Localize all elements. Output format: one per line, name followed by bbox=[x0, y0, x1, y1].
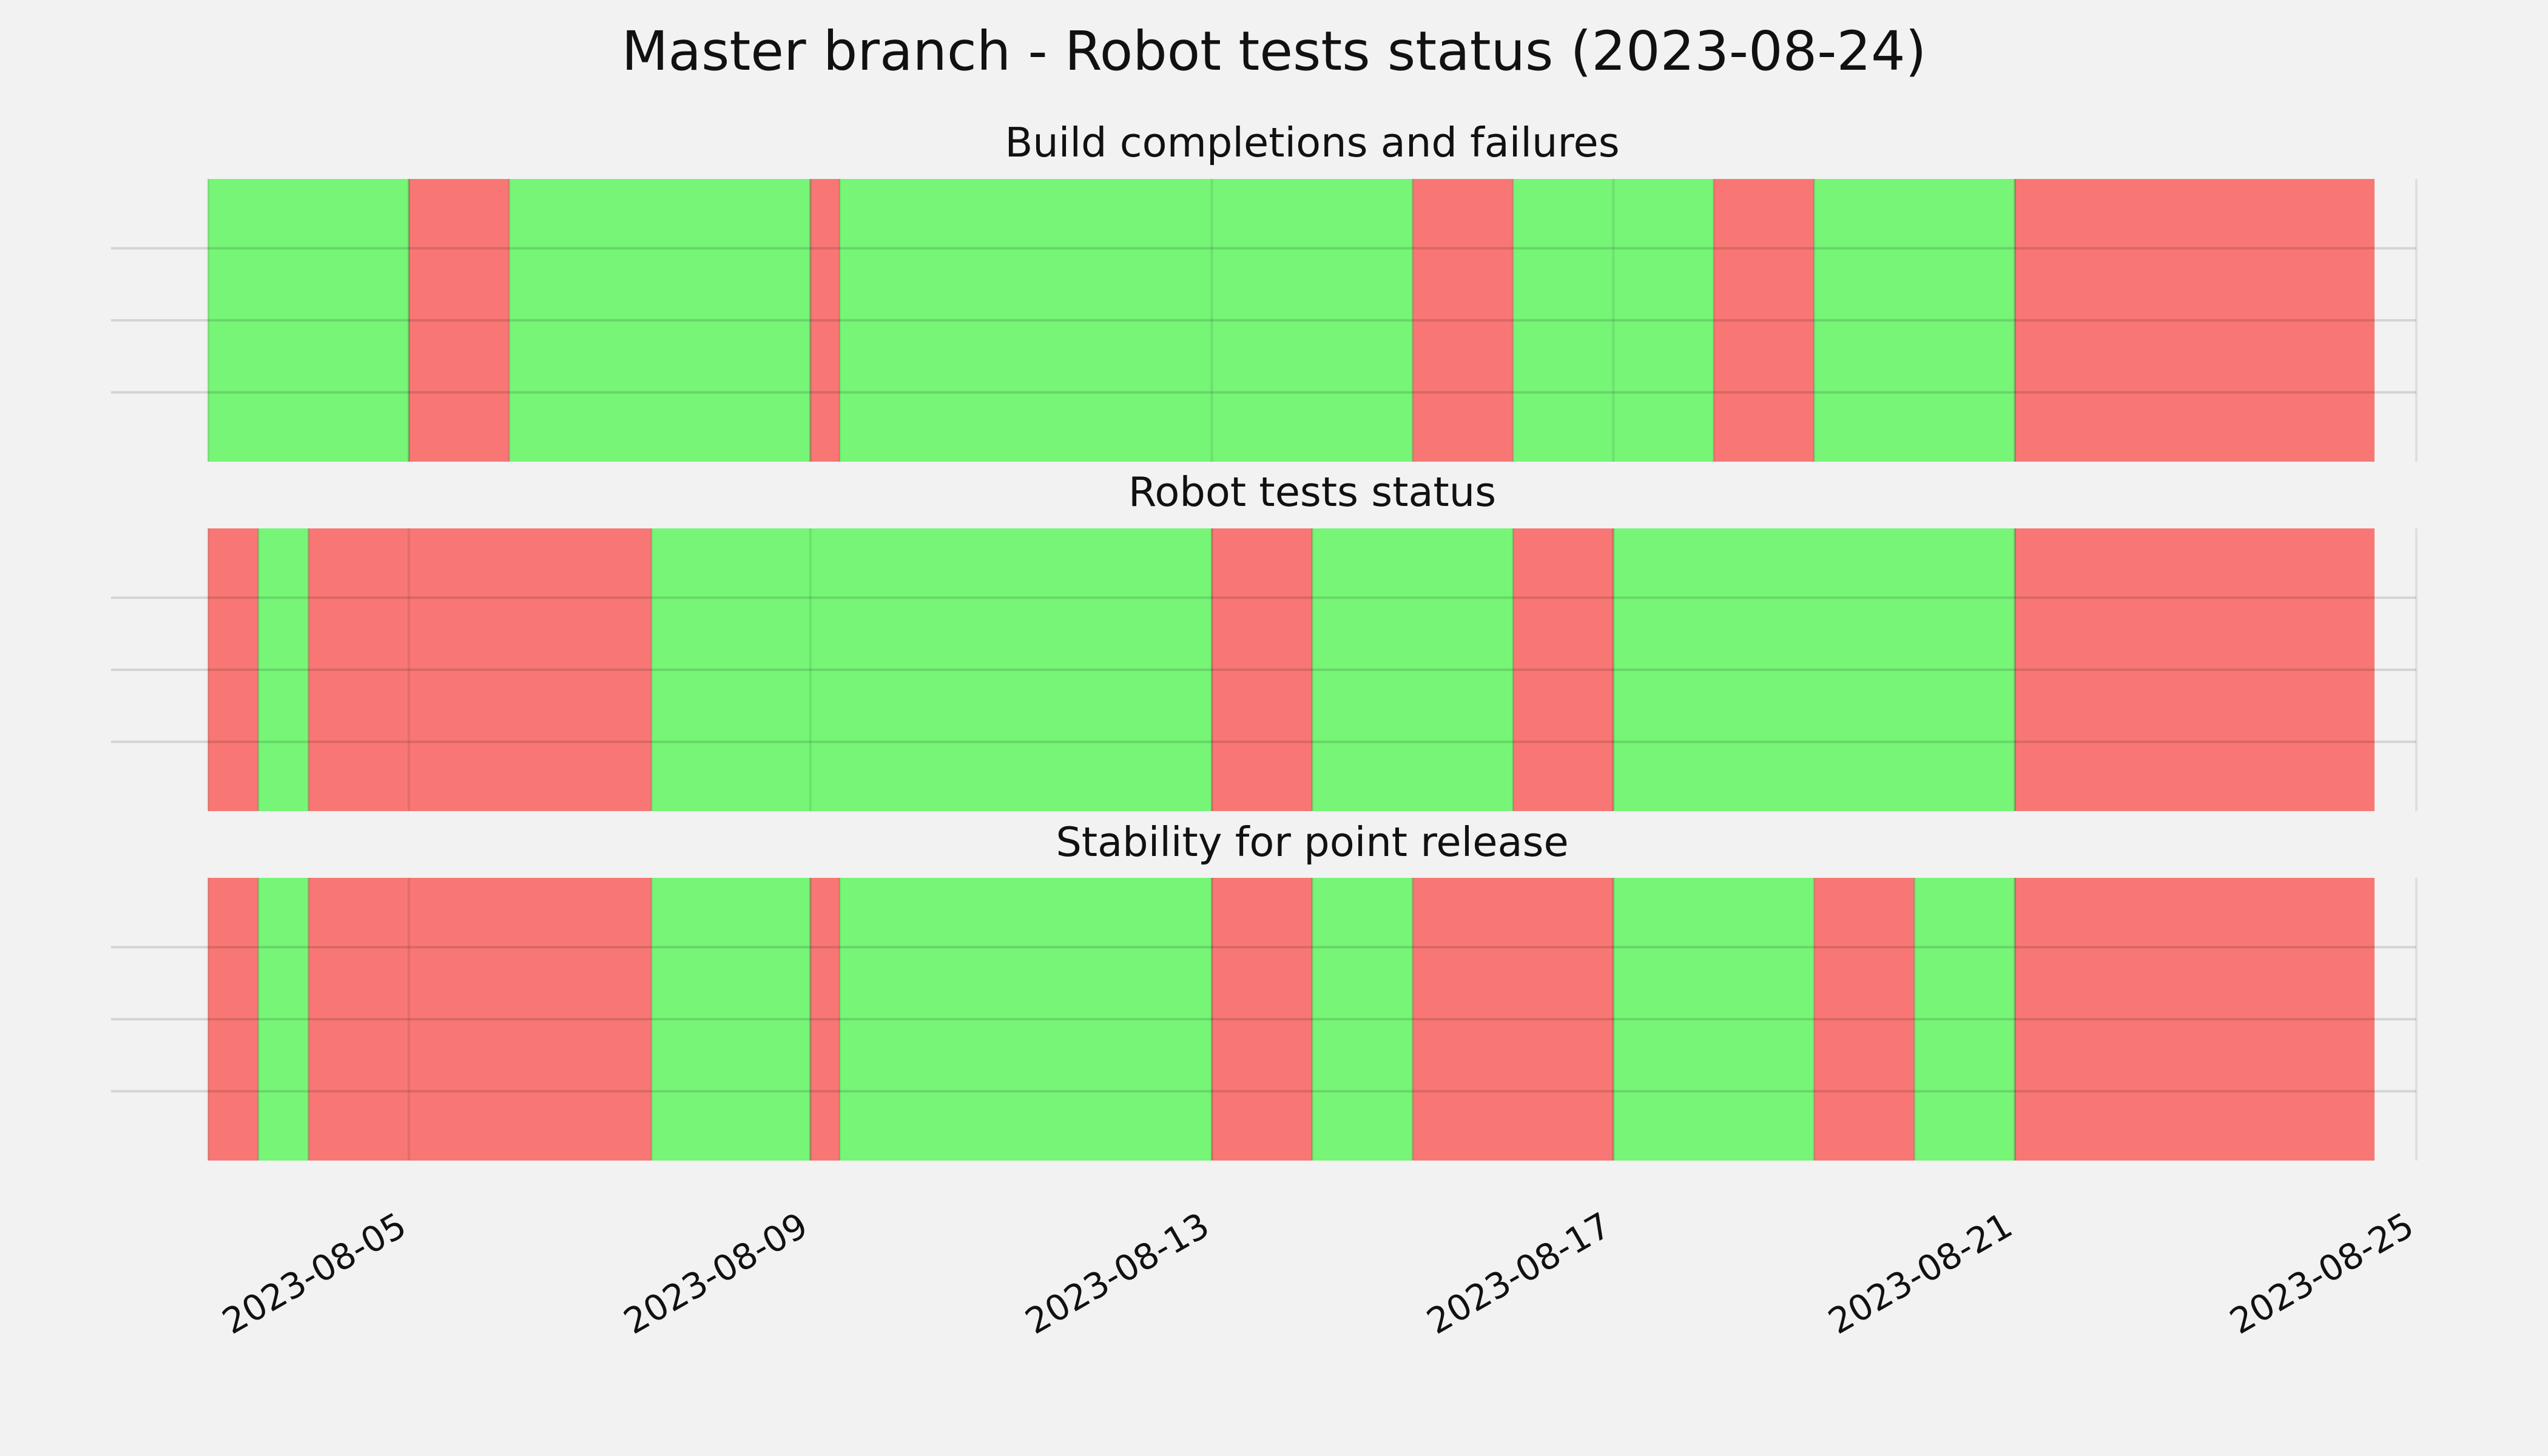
status-segment-fail bbox=[1212, 878, 1312, 1161]
status-segment-pass bbox=[1512, 179, 1714, 462]
status-segment-pass bbox=[651, 528, 1212, 811]
status-segment-pass bbox=[208, 179, 409, 462]
panel-segments bbox=[207, 179, 2375, 462]
status-segment-fail bbox=[1713, 179, 1815, 462]
panel-title-robot-tests: Robot tests status bbox=[1128, 468, 1496, 516]
panel-gridlines bbox=[111, 878, 2418, 1161]
status-segment-fail bbox=[1814, 878, 1915, 1161]
panel-segments bbox=[207, 528, 2375, 811]
status-segment-pass bbox=[1613, 878, 1815, 1161]
status-segment-fail bbox=[408, 179, 510, 462]
status-segment-pass bbox=[258, 528, 309, 811]
panel-gridlines bbox=[111, 528, 2418, 811]
status-segment-pass bbox=[509, 179, 811, 462]
status-segment-pass bbox=[839, 878, 1212, 1161]
status-segment-fail bbox=[2015, 179, 2375, 462]
status-segment-pass bbox=[1613, 528, 2015, 811]
status-segment-pass bbox=[1814, 179, 2015, 462]
status-segment-pass bbox=[1312, 528, 1513, 811]
status-segment-pass bbox=[1312, 878, 1413, 1161]
status-segment-pass bbox=[839, 179, 1413, 462]
panel-title-stability: Stability for point release bbox=[1056, 818, 1568, 866]
panel-segments bbox=[207, 878, 2375, 1161]
status-segment-fail bbox=[308, 528, 652, 811]
panel-stability: Stability for point release bbox=[111, 818, 2418, 1161]
status-segment-fail bbox=[1412, 878, 1614, 1161]
status-segment-fail bbox=[810, 878, 840, 1161]
status-segment-fail bbox=[810, 179, 840, 462]
status-segment-fail bbox=[208, 878, 258, 1161]
status-segment-fail bbox=[308, 878, 652, 1161]
status-segment-fail bbox=[1212, 528, 1312, 811]
status-segment-fail bbox=[208, 528, 258, 811]
status-segment-fail bbox=[1512, 528, 1614, 811]
status-segment-fail bbox=[2015, 528, 2375, 811]
panel-title-build-completions: Build completions and failures bbox=[1005, 119, 1619, 166]
panel-robot-tests: Robot tests status bbox=[111, 468, 2418, 811]
status-segment-pass bbox=[1914, 878, 2015, 1161]
panel-gridlines bbox=[111, 179, 2418, 462]
status-segment-fail bbox=[1412, 179, 1513, 462]
panel-build-completions: Build completions and failures bbox=[111, 119, 2418, 462]
chart-title: Master branch - Robot tests status (2023… bbox=[622, 19, 1927, 83]
status-segment-pass bbox=[651, 878, 811, 1161]
status-segment-pass bbox=[258, 878, 309, 1161]
status-segment-fail bbox=[2015, 878, 2375, 1161]
